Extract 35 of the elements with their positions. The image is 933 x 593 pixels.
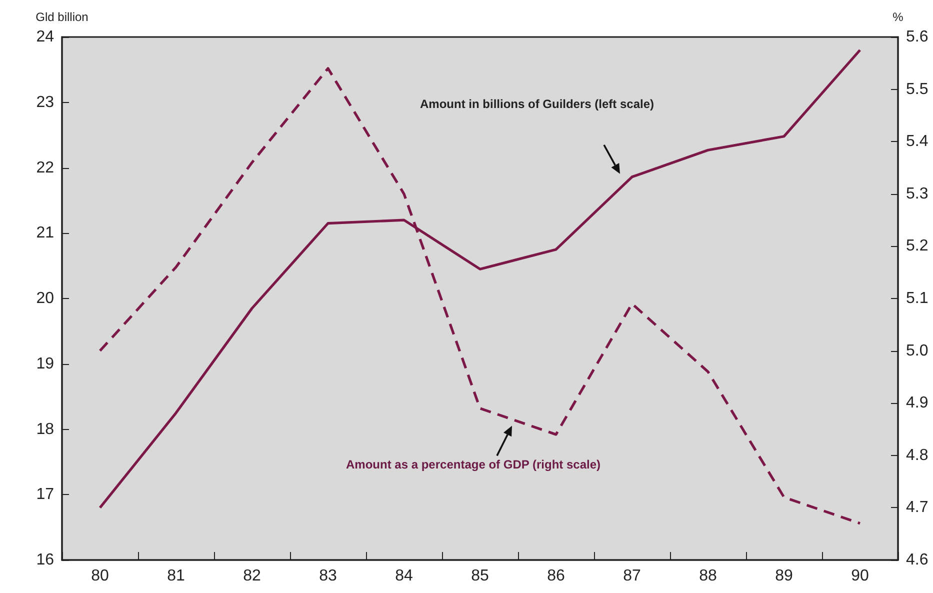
y2-tick-label: 4.6 (906, 552, 928, 568)
y2-tick-label: 4.8 (906, 446, 928, 464)
x-tick-label: 87 (623, 568, 641, 584)
y-tick-label: 16 (36, 552, 54, 568)
x-tick-label: 83 (319, 568, 337, 584)
y2-axis-title: % (892, 10, 904, 24)
x-tick-label: 81 (167, 568, 185, 584)
x-tick-label: 82 (243, 568, 261, 584)
y2-tick-label: 5.5 (906, 80, 928, 98)
x-tick-label: 84 (395, 568, 413, 584)
x-tick-label: 89 (775, 568, 793, 584)
x-tick-label: 80 (91, 568, 109, 584)
y-tick-label: 19 (36, 355, 54, 372)
y2-tick-label: 5.3 (906, 185, 928, 202)
y2-tick-label: 5.2 (906, 238, 928, 255)
y2-tick-label: 5.4 (906, 133, 928, 150)
y-tick-label: 20 (36, 290, 54, 307)
x-tick-label: 85 (471, 568, 489, 584)
y-tick-label: 22 (36, 159, 54, 176)
annotation: Amount in billions of Guilders (left scale) (420, 96, 654, 111)
y2-tick-label: 4.7 (906, 499, 928, 516)
annotation: Amount as a percentage of GDP (right scale) (346, 458, 601, 472)
y2-tick-label: 5.1 (906, 290, 928, 307)
y2-tick-label: 4.9 (906, 394, 928, 412)
y-tick-label: 17 (36, 486, 54, 504)
y-tick-label: 23 (36, 94, 54, 111)
y-axis-title: Gld billion (36, 10, 88, 24)
x-tick-label: 88 (699, 568, 717, 584)
y-tick-label: 18 (36, 420, 54, 438)
y2-tick-label: 5.0 (906, 342, 928, 360)
x-tick-label: 90 (851, 568, 869, 584)
y-tick-label: 21 (36, 224, 54, 242)
y2-tick-label: 5.6 (906, 28, 928, 46)
y-tick-label: 24 (36, 28, 54, 46)
x-tick-label: 86 (547, 568, 565, 584)
